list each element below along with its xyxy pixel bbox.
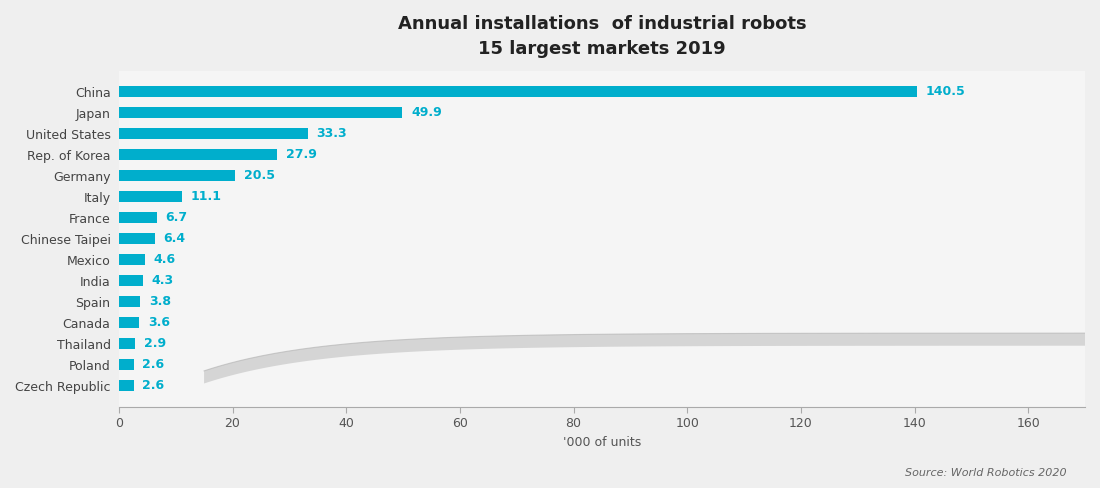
Bar [119, 149, 277, 161]
Text: 4.3: 4.3 [152, 274, 174, 287]
Bar [119, 275, 143, 286]
Text: 20.5: 20.5 [244, 169, 275, 182]
Text: 3.6: 3.6 [147, 316, 169, 329]
Text: 49.9: 49.9 [411, 106, 442, 119]
Bar [119, 191, 182, 203]
Text: 27.9: 27.9 [286, 148, 317, 161]
Text: 2.6: 2.6 [142, 379, 164, 392]
Bar [119, 254, 145, 265]
Text: 33.3: 33.3 [317, 127, 348, 140]
Bar [119, 380, 133, 391]
Text: Source: World Robotics 2020: Source: World Robotics 2020 [905, 468, 1067, 478]
Text: 140.5: 140.5 [926, 85, 966, 98]
Text: 6.7: 6.7 [165, 211, 188, 224]
Polygon shape [205, 333, 1085, 384]
Text: 6.4: 6.4 [164, 232, 186, 245]
Bar [119, 233, 155, 244]
Text: 3.8: 3.8 [148, 295, 170, 308]
Bar [119, 86, 917, 98]
Title: Annual installations  of industrial robots
15 largest markets 2019: Annual installations of industrial robot… [397, 15, 806, 58]
Text: 11.1: 11.1 [190, 190, 221, 203]
Bar [119, 338, 135, 349]
Bar [119, 212, 157, 224]
Text: 4.6: 4.6 [154, 253, 176, 266]
Bar [119, 296, 141, 307]
Text: 2.6: 2.6 [142, 358, 164, 371]
Bar [119, 128, 308, 140]
Bar [119, 359, 133, 370]
Bar [119, 170, 235, 182]
Bar [119, 107, 403, 119]
Text: 2.9: 2.9 [144, 337, 166, 350]
Bar [119, 317, 140, 328]
X-axis label: '000 of units: '000 of units [563, 436, 641, 448]
